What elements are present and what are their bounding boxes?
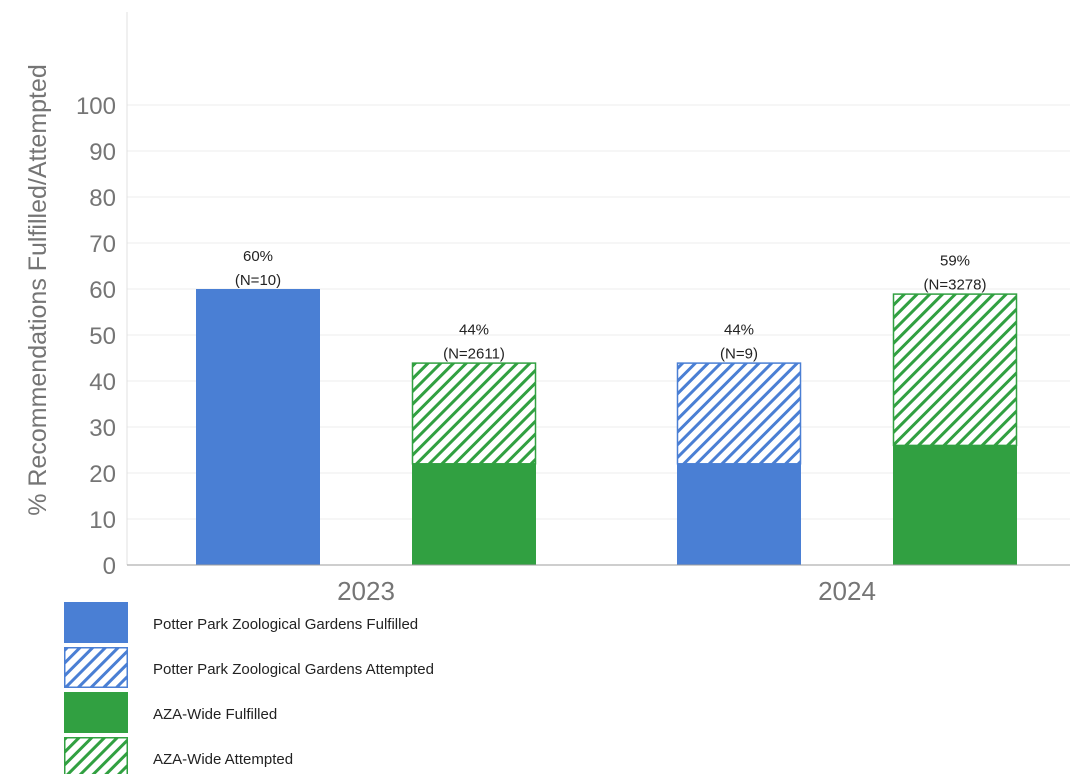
legend-label: Potter Park Zoological Gardens Attempted xyxy=(153,661,434,678)
legend-swatch xyxy=(64,647,128,688)
legend-label: Potter Park Zoological Gardens Fulfilled xyxy=(153,616,418,633)
y-tick-label: 100 xyxy=(76,93,116,120)
bar-fulfilled xyxy=(677,463,801,565)
y-tick-label: 10 xyxy=(89,507,116,534)
y-tick-label: 60 xyxy=(89,277,116,304)
y-axis-label: % Recommendations Fulfilled/Attempted xyxy=(24,64,52,516)
data-label-percent: 44% xyxy=(459,322,489,339)
y-tick-label: 20 xyxy=(89,461,116,488)
x-tick-label: 2023 xyxy=(337,576,395,606)
bar-attempted xyxy=(411,362,537,465)
y-axis-ticks: 0 10 20 30 40 50 60 70 80 90 100 xyxy=(76,93,116,580)
legend-label: AZA-Wide Attempted xyxy=(153,751,293,768)
legend-label: AZA-Wide Fulfilled xyxy=(153,706,277,723)
y-tick-label: 0 xyxy=(103,553,116,580)
bar-fulfilled xyxy=(412,463,536,565)
data-label-n: (N=9) xyxy=(720,346,758,363)
y-tick-label: 40 xyxy=(89,369,116,396)
data-labels: 60% (N=10) 44% (N=2611) 44% (N=9) 59% (N=3278) xyxy=(235,248,987,363)
y-tick-label: 50 xyxy=(89,323,116,350)
data-label-n: (N=2611) xyxy=(443,346,505,363)
x-tick-label: 2024 xyxy=(818,576,876,606)
legend-swatch xyxy=(64,737,128,774)
bar-fulfilled xyxy=(196,289,320,565)
bar-attempted xyxy=(676,362,802,465)
legend-swatch xyxy=(64,602,128,643)
data-label-n: (N=3278) xyxy=(924,277,987,294)
bar-fulfilled xyxy=(893,445,1017,565)
bars xyxy=(196,289,1018,565)
data-label-percent: 44% xyxy=(724,322,754,339)
y-tick-label: 70 xyxy=(89,231,116,258)
y-tick-label: 30 xyxy=(89,415,116,442)
data-label-n: (N=10) xyxy=(235,272,281,289)
data-label-percent: 59% xyxy=(940,253,970,270)
data-label-percent: 60% xyxy=(243,248,273,265)
legend: Potter Park Zoological Gardens Fulfilled… xyxy=(64,602,434,774)
y-tick-label: 90 xyxy=(89,139,116,166)
legend-swatch xyxy=(64,692,128,733)
bar-attempted xyxy=(892,293,1018,447)
y-tick-label: 80 xyxy=(89,185,116,212)
x-axis-ticks: 2023 2024 xyxy=(337,576,876,606)
